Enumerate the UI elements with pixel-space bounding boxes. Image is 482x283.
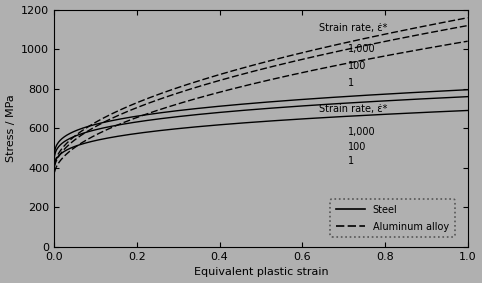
Y-axis label: Stress / MPa: Stress / MPa (6, 95, 15, 162)
Text: Strain rate, ε̇*: Strain rate, ε̇* (319, 104, 387, 114)
Text: 1,000: 1,000 (348, 127, 375, 138)
Text: Strain rate, ε̇*: Strain rate, ε̇* (319, 23, 387, 33)
X-axis label: Equivalent plastic strain: Equivalent plastic strain (194, 267, 328, 277)
Text: 100: 100 (348, 142, 366, 152)
Text: 1,000: 1,000 (348, 44, 375, 54)
Legend: Steel, Aluminum alloy: Steel, Aluminum alloy (330, 199, 455, 237)
Text: 1: 1 (348, 156, 354, 166)
Text: 100: 100 (348, 61, 366, 71)
Text: 1: 1 (348, 78, 354, 87)
